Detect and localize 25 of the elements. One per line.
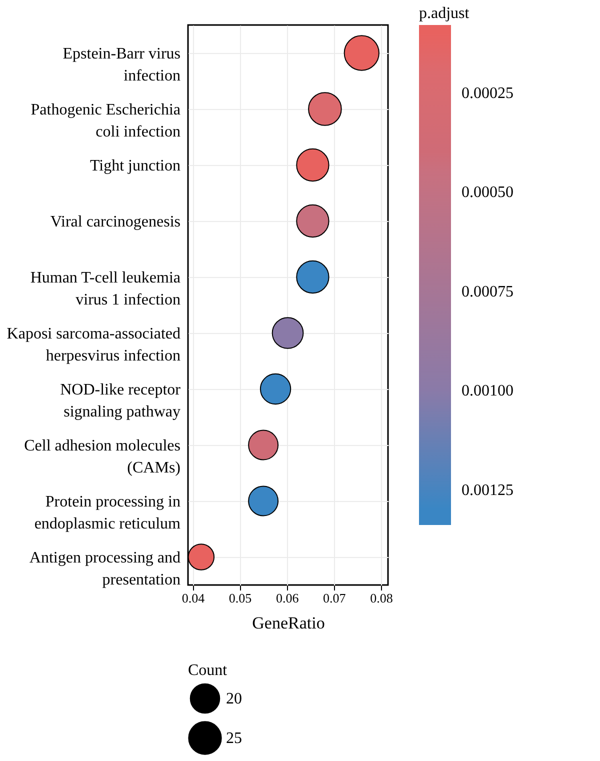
y-tick-label: Kaposi sarcoma-associated herpesvirus infection: [6, 326, 180, 364]
color-bar-label: 0.00075: [462, 283, 514, 300]
legend-label: 25: [226, 730, 242, 747]
x-tick-label: 0.05: [228, 590, 252, 606]
color-bar-label: 0.00100: [462, 382, 514, 400]
y-tick-label: NOD-like receptor signaling pathway: [60, 382, 182, 420]
y-tick-label: Human T-cell leukemia virus 1 infection: [30, 270, 180, 308]
x-axis-title: GeneRatio: [252, 614, 325, 632]
x-tick-label: 0.06: [276, 590, 300, 606]
color-bar-label: 0.00125: [462, 482, 514, 499]
y-tick-label: Tight junction: [90, 158, 180, 174]
legend-label: 20: [226, 690, 242, 708]
color-bar-label: 0.00025: [462, 84, 514, 102]
y-tick-label: Viral carcinogenesis: [50, 214, 180, 230]
x-tick-label: 0.04: [182, 590, 206, 606]
y-tick-label: Cell adhesion molecules (CAMs): [24, 438, 180, 476]
color-bar-title: p.adjust: [419, 5, 470, 22]
y-tick-label: Pathogenic Escherichia coli infection: [30, 102, 180, 140]
y-tick-label: Protein processing in endoplasmic reticulum: [34, 494, 182, 532]
legend-title: Count: [188, 662, 228, 679]
x-tick-label: 0.08: [370, 590, 393, 606]
x-tick-label: 0.07: [323, 590, 346, 606]
color-bar-label: 0.00050: [462, 184, 514, 202]
y-tick-label: Epstein-Barr virus infection: [62, 46, 180, 84]
y-tick-label: Antigen processing and presentation: [29, 550, 180, 588]
